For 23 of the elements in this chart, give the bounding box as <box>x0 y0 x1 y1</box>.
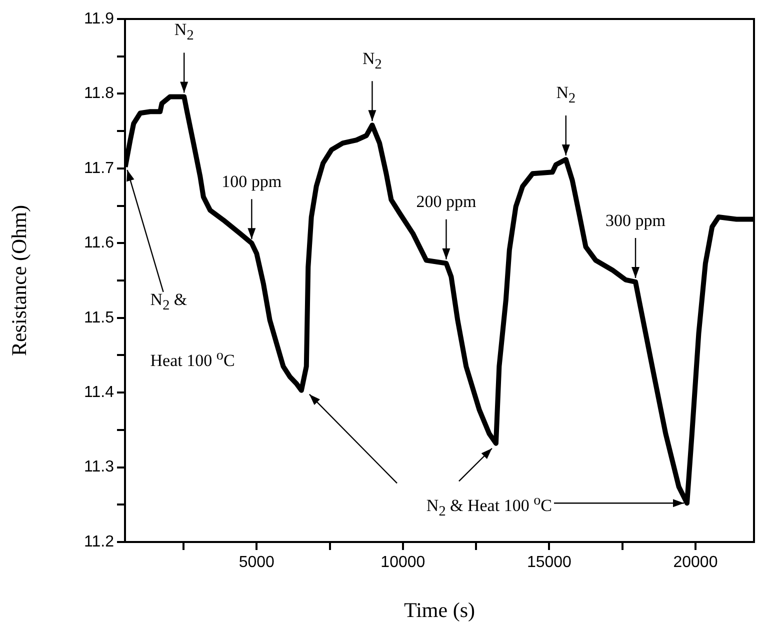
x-tick-label: 10000 <box>380 554 426 572</box>
y-tick-label: 11.7 <box>84 160 114 177</box>
annotation: N$_{2}$ <box>556 82 576 108</box>
x-tick-label: 15000 <box>526 554 572 572</box>
y-tick-label: 11.2 <box>84 533 114 550</box>
y-tick-label: 11.8 <box>84 85 114 102</box>
annotation: N$_{2}$ & Heat 100 $^{o}$C <box>426 492 552 520</box>
annotation: N$_{2}$ <box>362 48 382 74</box>
annotation: N$_{2}$ <box>174 19 194 46</box>
x-axis-title: Time (s) <box>404 598 475 622</box>
annotation: 200 ppm <box>416 191 476 214</box>
x-tick-label: 20000 <box>673 554 718 572</box>
y-tick-label: 11.3 <box>84 458 114 476</box>
y-tick-label: 11.4 <box>84 384 114 401</box>
annotation: Heat 100 $^{o}$C <box>150 346 235 370</box>
y-tick-label: 11.6 <box>84 234 114 252</box>
y-tick-label: 11.5 <box>84 309 114 326</box>
y-axis-title: Resistance (Ohm) <box>7 204 32 356</box>
y-tick-label: 11.9 <box>84 10 114 28</box>
annotation: 100 ppm <box>222 171 282 194</box>
annotation: N$_{2}$ & <box>150 290 188 314</box>
annotation: 300 ppm <box>606 210 666 232</box>
x-tick-label: 5000 <box>238 554 275 572</box>
